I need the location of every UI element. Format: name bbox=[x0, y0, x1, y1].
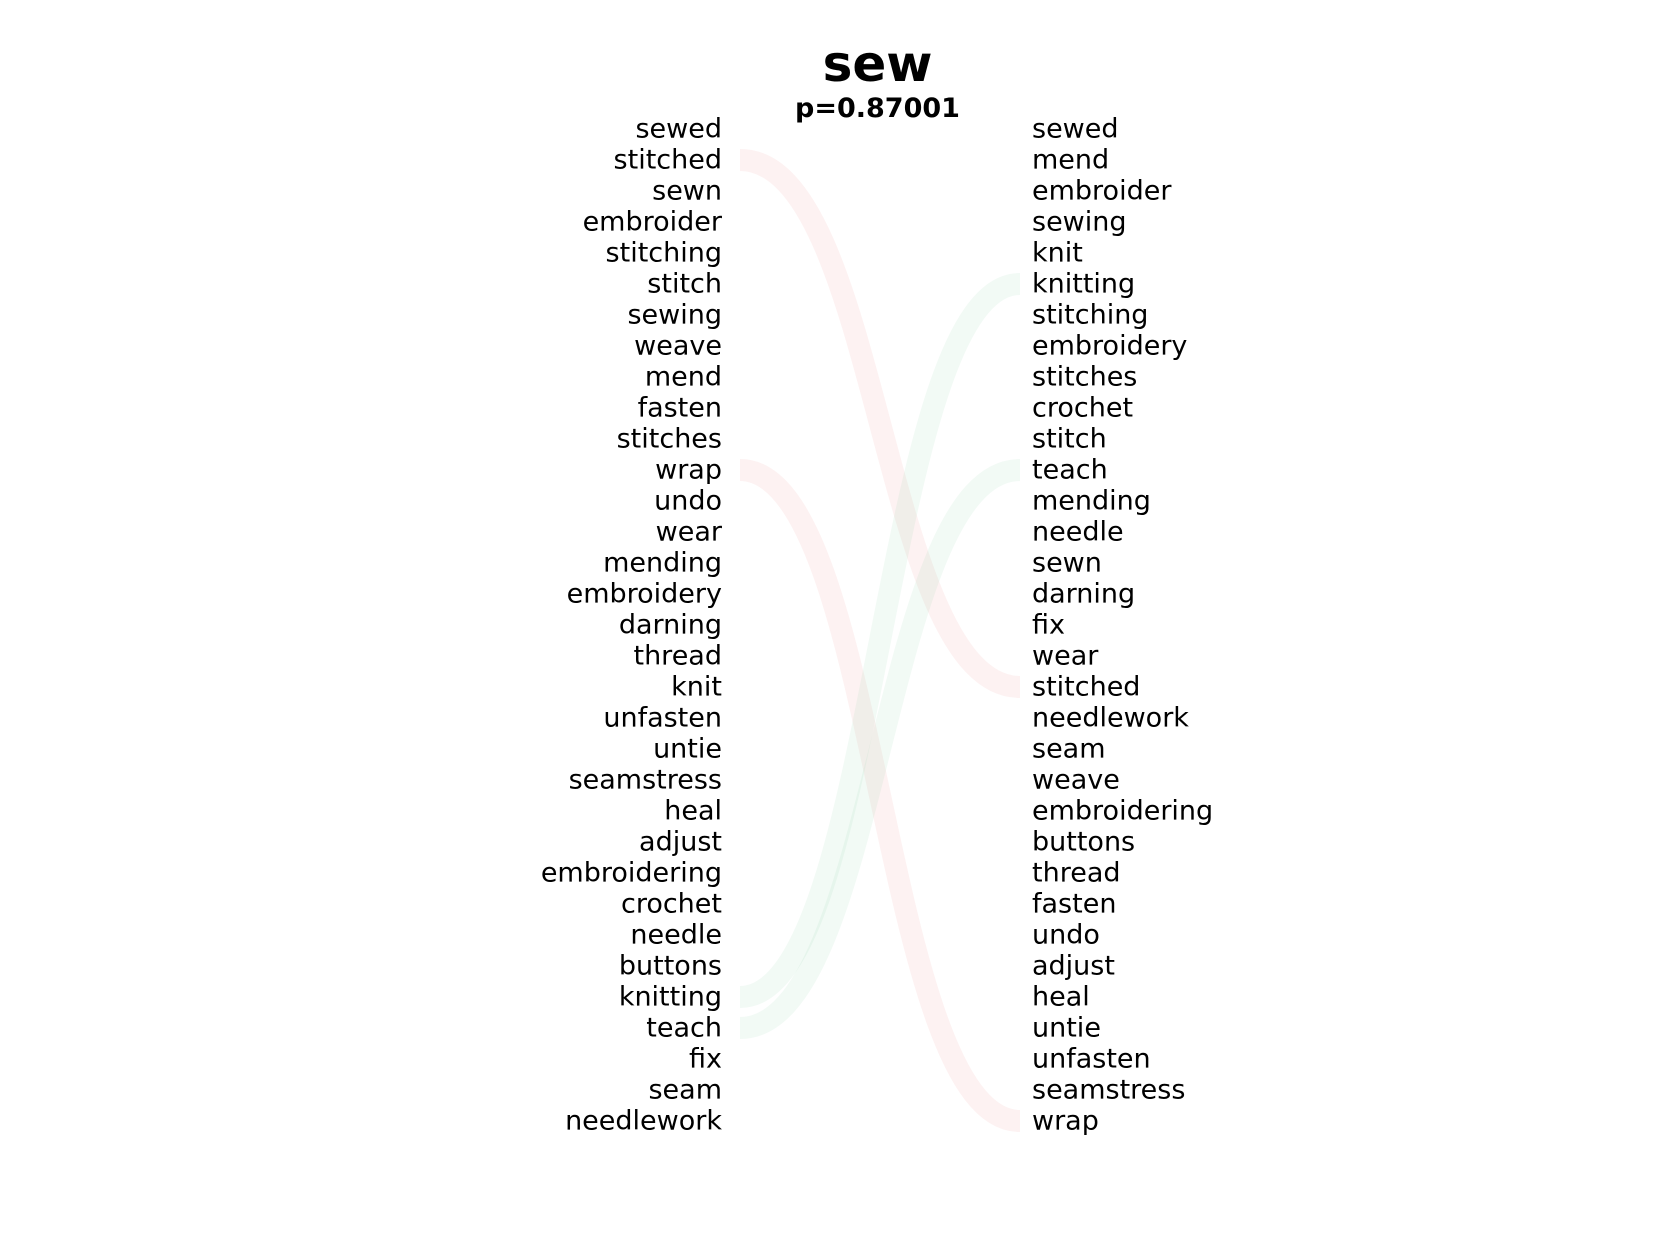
right-word-embroider: embroider bbox=[1032, 176, 1172, 207]
left-word-buttons: buttons bbox=[619, 951, 722, 982]
right-word-list: sewedmendembroidersewingknitknittingstit… bbox=[1032, 114, 1213, 1137]
right-word-stitched: stitched bbox=[1032, 672, 1140, 703]
right-word-embroidering: embroidering bbox=[1032, 796, 1213, 827]
right-word-mend: mend bbox=[1032, 145, 1109, 176]
left-word-unfasten: unfasten bbox=[603, 703, 722, 734]
left-word-fix: fix bbox=[689, 1044, 722, 1075]
left-word-embroidering: embroidering bbox=[541, 858, 722, 889]
left-word-sewing: sewing bbox=[627, 300, 722, 331]
link-wrap bbox=[738, 459, 1022, 1132]
links-layer bbox=[738, 149, 1022, 1132]
left-word-darning: darning bbox=[619, 610, 722, 641]
right-word-adjust: adjust bbox=[1032, 951, 1115, 982]
left-word-stitching: stitching bbox=[606, 238, 722, 269]
right-word-thread: thread bbox=[1032, 858, 1121, 889]
link-stitched bbox=[738, 149, 1022, 698]
left-word-knit: knit bbox=[671, 672, 722, 703]
left-word-wear: wear bbox=[656, 517, 723, 548]
right-word-darning: darning bbox=[1032, 579, 1135, 610]
right-word-crochet: crochet bbox=[1032, 393, 1133, 424]
right-word-seamstress: seamstress bbox=[1032, 1075, 1185, 1106]
right-word-needlework: needlework bbox=[1032, 703, 1189, 734]
right-word-knit: knit bbox=[1032, 238, 1083, 269]
left-word-adjust: adjust bbox=[639, 827, 722, 858]
left-word-undo: undo bbox=[654, 486, 722, 517]
right-word-weave: weave bbox=[1032, 765, 1120, 796]
left-word-weave: weave bbox=[634, 331, 722, 362]
right-word-fasten: fasten bbox=[1032, 889, 1116, 920]
left-word-list: sewedstitchedsewnembroiderstitchingstitc… bbox=[541, 114, 723, 1137]
left-word-stitches: stitches bbox=[617, 424, 722, 455]
left-word-untie: untie bbox=[653, 734, 722, 765]
right-word-sewn: sewn bbox=[1032, 548, 1102, 579]
left-word-thread: thread bbox=[633, 641, 722, 672]
link-teach bbox=[738, 459, 1022, 1039]
right-word-unfasten: unfasten bbox=[1032, 1044, 1151, 1075]
figure-title: sew bbox=[822, 35, 933, 93]
right-word-stitches: stitches bbox=[1032, 362, 1137, 393]
left-word-teach: teach bbox=[646, 1013, 722, 1044]
left-word-heal: heal bbox=[664, 796, 722, 827]
right-word-embroidery: embroidery bbox=[1032, 331, 1187, 362]
figure-subtitle: p=0.87001 bbox=[795, 93, 960, 124]
right-word-needle: needle bbox=[1032, 517, 1124, 548]
right-word-undo: undo bbox=[1032, 920, 1100, 951]
right-word-sewed: sewed bbox=[1032, 114, 1119, 145]
right-word-seam: seam bbox=[1032, 734, 1106, 765]
left-word-wrap: wrap bbox=[655, 455, 722, 486]
right-word-fix: fix bbox=[1032, 610, 1065, 641]
right-word-buttons: buttons bbox=[1032, 827, 1135, 858]
right-word-teach: teach bbox=[1032, 455, 1108, 486]
right-word-mending: mending bbox=[1032, 486, 1151, 517]
right-word-stitching: stitching bbox=[1032, 300, 1148, 331]
left-word-needlework: needlework bbox=[565, 1106, 722, 1137]
left-word-stitched: stitched bbox=[614, 145, 722, 176]
left-word-mending: mending bbox=[603, 548, 722, 579]
left-word-sewn: sewn bbox=[652, 176, 722, 207]
left-word-seamstress: seamstress bbox=[569, 765, 722, 796]
right-word-wear: wear bbox=[1032, 641, 1099, 672]
left-word-needle: needle bbox=[630, 920, 722, 951]
right-word-wrap: wrap bbox=[1032, 1106, 1099, 1137]
left-word-mend: mend bbox=[645, 362, 722, 393]
left-word-fasten: fasten bbox=[638, 393, 722, 424]
right-word-knitting: knitting bbox=[1032, 269, 1135, 300]
right-word-sewing: sewing bbox=[1032, 207, 1127, 238]
left-word-embroidery: embroidery bbox=[567, 579, 722, 610]
left-word-seam: seam bbox=[648, 1075, 722, 1106]
left-word-stitch: stitch bbox=[647, 269, 722, 300]
left-word-knitting: knitting bbox=[619, 982, 722, 1013]
left-word-sewed: sewed bbox=[635, 114, 722, 145]
link-knitting bbox=[738, 273, 1022, 1008]
right-word-heal: heal bbox=[1032, 982, 1090, 1013]
left-word-crochet: crochet bbox=[621, 889, 722, 920]
left-word-embroider: embroider bbox=[583, 207, 723, 238]
right-word-stitch: stitch bbox=[1032, 424, 1107, 455]
right-word-untie: untie bbox=[1032, 1013, 1101, 1044]
